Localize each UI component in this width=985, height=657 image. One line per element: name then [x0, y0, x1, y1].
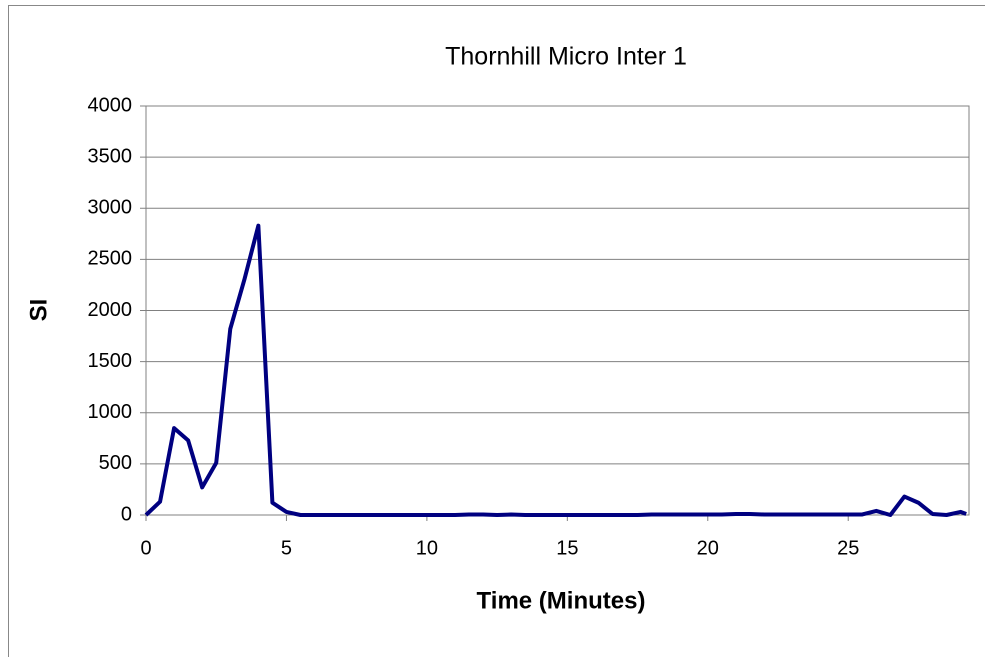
x-tick-label: 10 [416, 537, 438, 559]
x-tick-label: 20 [697, 537, 719, 559]
y-tick-label: 1500 [88, 350, 133, 372]
y-tick-label: 500 [99, 452, 132, 474]
x-tick-label: 5 [281, 537, 292, 559]
x-tick-label: 25 [837, 537, 859, 559]
y-tick-label: 4000 [88, 94, 133, 116]
y-tick-label: 1000 [88, 401, 133, 423]
x-axis-label: Time (Minutes) [477, 587, 646, 614]
y-tick-label: 2000 [88, 299, 133, 321]
y-axis-label: SI [25, 299, 52, 322]
y-tick-label: 2500 [88, 248, 133, 270]
y-tick-label: 3000 [88, 197, 133, 219]
chart-title: Thornhill Micro Inter 1 [445, 43, 687, 71]
y-tick-label: 0 [121, 503, 132, 525]
data-line [144, 223, 967, 517]
x-tick-label: 15 [556, 537, 578, 559]
x-tick-label: 0 [140, 537, 151, 559]
y-tick-label: 3500 [88, 145, 133, 167]
